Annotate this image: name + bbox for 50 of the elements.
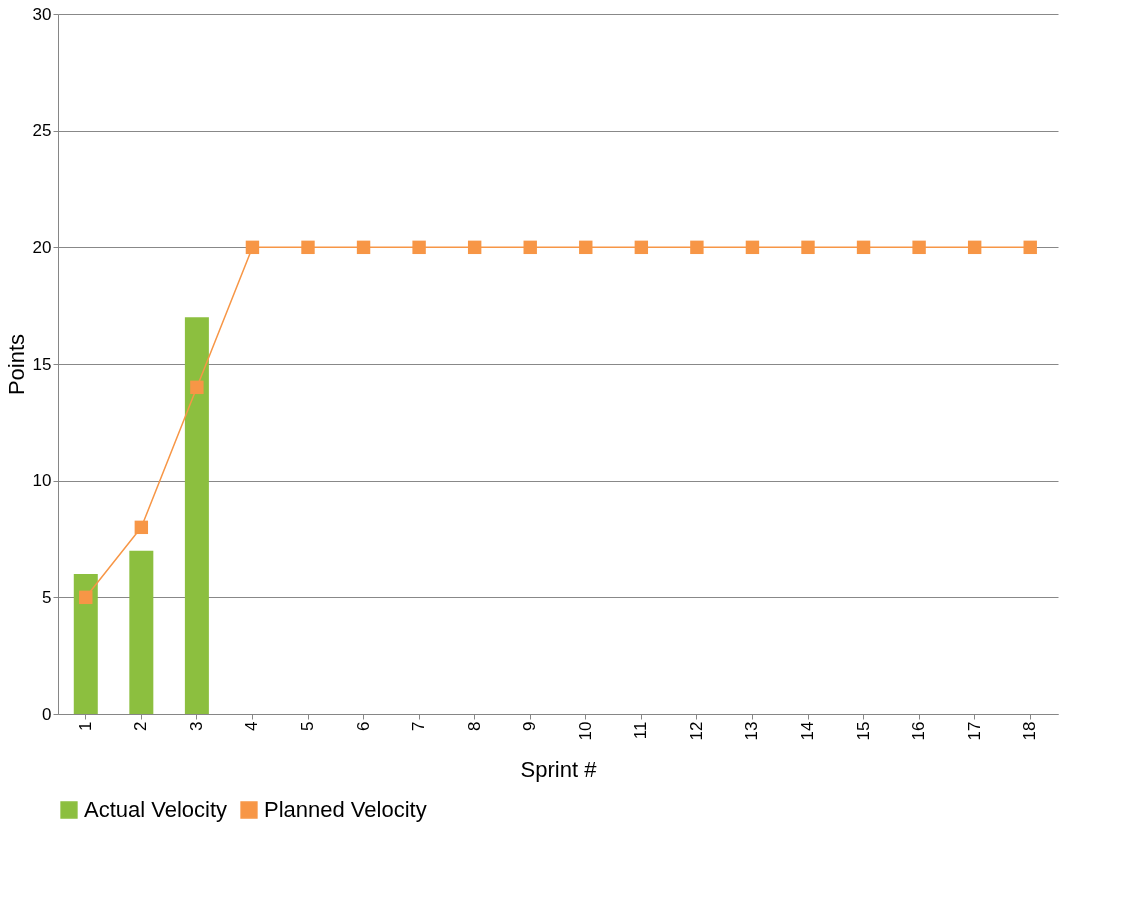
x-tick-label: 5 — [298, 721, 317, 731]
point — [523, 240, 537, 255]
x-tick-label: 11 — [631, 721, 651, 740]
y-tick-label: 0 — [42, 704, 52, 724]
y-tick-label: 5 — [42, 587, 52, 607]
point — [634, 240, 649, 255]
x-tick-label: 8 — [464, 721, 484, 731]
legend-label: Actual Velocity — [84, 797, 228, 822]
point — [412, 240, 426, 255]
point — [467, 240, 482, 255]
x-tick-label: 4 — [242, 721, 262, 731]
point — [579, 240, 593, 255]
point — [190, 380, 204, 395]
x-tick-label: 12 — [686, 721, 706, 741]
x-tick-label: 6 — [353, 721, 373, 731]
x-tick-label: 18 — [1020, 721, 1040, 741]
point — [134, 520, 149, 535]
point — [1023, 240, 1037, 255]
x-tick-label: 3 — [186, 721, 206, 731]
y-tick-label: 10 — [32, 471, 52, 491]
x-tick-label: 15 — [853, 721, 873, 741]
y-tick-label: 30 — [32, 4, 52, 24]
point — [967, 240, 982, 255]
point — [856, 240, 871, 255]
x-axis-title: Sprint # — [520, 757, 598, 783]
point — [356, 240, 371, 255]
bar — [129, 550, 154, 714]
point — [912, 240, 926, 255]
point — [301, 240, 315, 255]
y-tick-label: 25 — [32, 121, 52, 141]
point — [745, 240, 760, 255]
x-tick-label: 9 — [520, 721, 540, 731]
x-tick-label: 17 — [964, 721, 984, 741]
bar — [73, 574, 98, 714]
point — [245, 240, 260, 255]
point — [79, 590, 93, 605]
x-tick-label: 13 — [742, 721, 762, 741]
x-tick-label: 1 — [75, 721, 95, 731]
y-tick-label: 15 — [32, 354, 52, 374]
bar — [184, 317, 209, 714]
point — [801, 240, 815, 255]
legend-label: Planned Velocity — [264, 797, 427, 822]
x-tick-label: 16 — [909, 721, 929, 741]
x-tick-label: 10 — [575, 721, 595, 741]
point — [690, 240, 704, 255]
x-tick-label: 7 — [409, 721, 429, 731]
x-tick-label: 14 — [798, 721, 817, 741]
y-axis-title: Points — [3, 333, 29, 396]
y-tick-label: 20 — [32, 237, 52, 257]
x-tick-label: 2 — [131, 721, 151, 731]
